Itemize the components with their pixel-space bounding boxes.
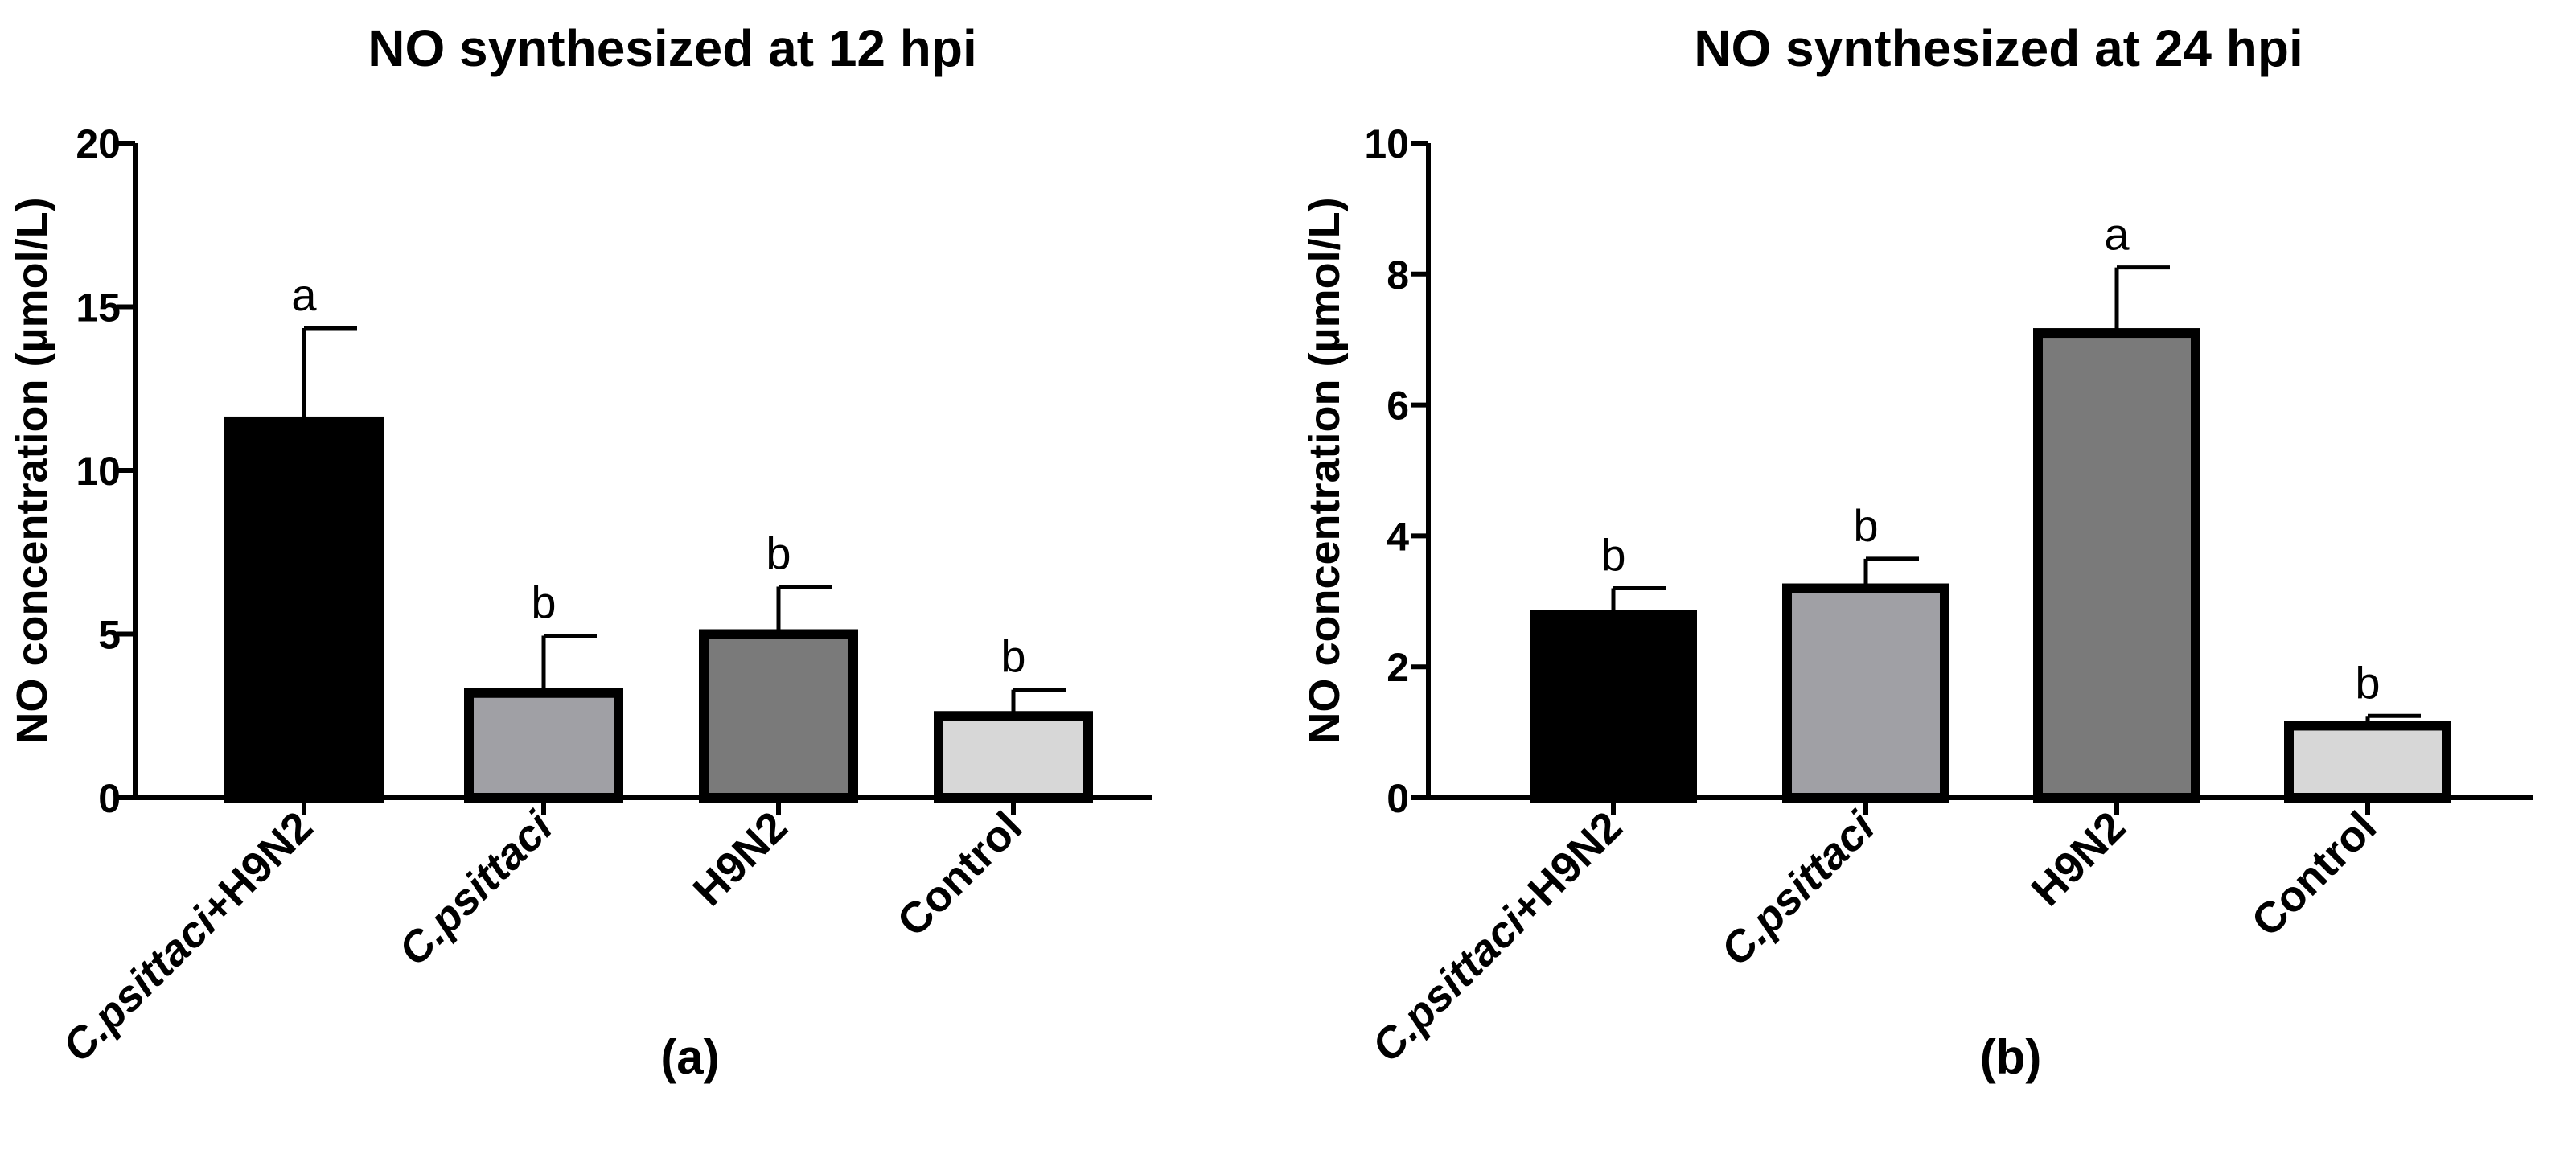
bar-2	[464, 688, 623, 803]
bar-1	[1530, 610, 1697, 803]
y-tick-label: 0	[1387, 776, 1409, 821]
y-tick-label: 0	[98, 776, 121, 821]
significance-letter-4: b	[1000, 631, 1025, 682]
panel-label: (a)	[660, 1030, 719, 1084]
y-tick-label: 6	[1387, 384, 1409, 429]
bar-4	[934, 711, 1093, 803]
y-axis-label: NO concentration (µmol/L)	[8, 197, 56, 743]
bar-4	[2284, 721, 2451, 803]
chart-a: NO synthesized at 12 hpi NO concentration…	[8, 19, 1152, 1084]
bar-3	[699, 629, 858, 803]
y-tick-label: 10	[1364, 121, 1409, 166]
category-label-3: H9N2	[2022, 803, 2134, 915]
significance-letter-1: b	[1600, 530, 1625, 581]
y-tick-label: 2	[1387, 645, 1409, 690]
significance-letter-2: b	[1853, 500, 1878, 551]
bar-3	[2033, 328, 2200, 803]
category-label-4: Control	[2242, 803, 2385, 946]
category-label-1: C.psittaci+H9N2	[1362, 803, 1631, 1071]
category-label-3: H9N2	[684, 803, 796, 915]
category-label-4: Control	[888, 803, 1031, 946]
significance-letter-3: b	[766, 528, 791, 578]
significance-letter-1: a	[291, 269, 317, 320]
chart-title: NO synthesized at 24 hpi	[1694, 19, 2303, 77]
bar-1	[224, 416, 384, 803]
y-tick-label: 4	[1387, 514, 1409, 559]
significance-letter-3: a	[2104, 209, 2130, 260]
y-tick-label: 10	[76, 449, 121, 494]
chart-b: NO synthesized at 24 hpi NO concentration…	[1300, 19, 2533, 1084]
chart-title: NO synthesized at 12 hpi	[368, 19, 977, 77]
category-label-2: C.psittaci	[389, 802, 562, 975]
y-tick-label: 15	[76, 285, 121, 331]
bar-2	[1782, 583, 1949, 803]
y-tick-label: 5	[98, 613, 121, 658]
significance-letter-2: b	[531, 577, 556, 628]
y-axis-label: NO concentration (µmol/L)	[1300, 197, 1349, 743]
y-tick-label: 8	[1387, 253, 1409, 298]
category-label-1: C.psittaci+H9N2	[53, 803, 322, 1071]
y-tick-label: 20	[76, 121, 121, 166]
category-label-2: C.psittaci	[1711, 802, 1884, 975]
significance-letter-4: b	[2355, 657, 2380, 708]
panel-label: (b)	[1980, 1030, 2042, 1084]
